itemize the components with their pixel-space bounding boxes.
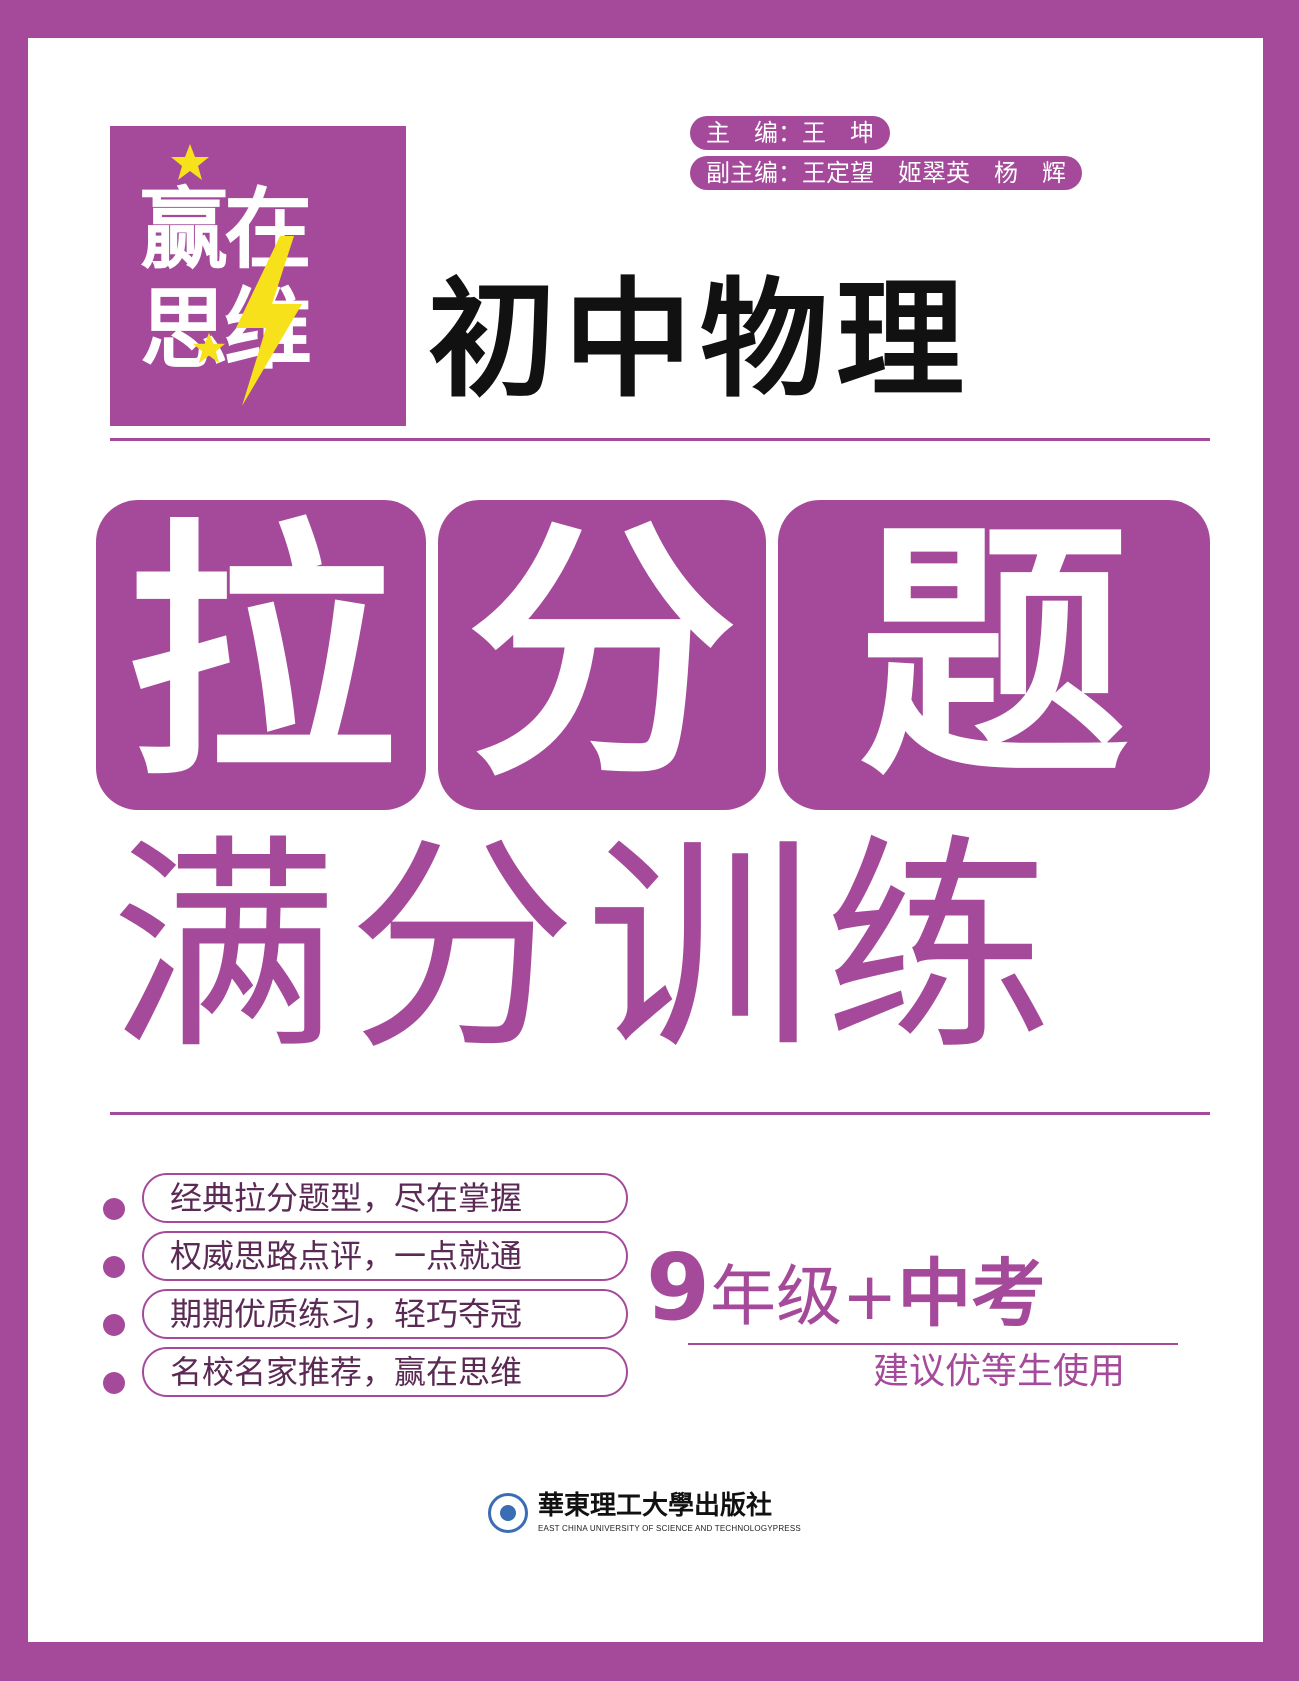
feature-item-2: 权威思路点评，一点就通: [142, 1231, 628, 1281]
bullet-dot: [103, 1314, 125, 1336]
title-char-box-1: 拉: [96, 500, 426, 810]
bullet-dot: [103, 1256, 125, 1278]
exam-label: 中考: [897, 1251, 1046, 1337]
grade-text: 年级+: [710, 1258, 898, 1335]
subtitle: 满分训练: [110, 815, 1062, 1081]
publisher-name: 華東理工大學出版社: [538, 1491, 773, 1521]
divider-top: [110, 438, 1210, 441]
title-char: 分: [467, 500, 737, 810]
title-char: 题: [859, 500, 1129, 810]
grade-divider: [688, 1343, 1178, 1345]
feature-item-4: 名校名家推荐，赢在思维: [142, 1347, 628, 1397]
bullet-dot: [103, 1198, 125, 1220]
chief-editor-label: 主 编：王 坤: [690, 116, 890, 150]
star-icon: [192, 332, 226, 364]
grade-number: 9: [646, 1234, 711, 1341]
grade-label: 9年级+中考: [646, 1242, 1046, 1359]
publisher-english-name: EAST CHINA UNIVERSITY OF SCIENCE AND TEC…: [538, 1524, 801, 1533]
university-seal-icon: [488, 1493, 528, 1533]
lightning-bolt-icon: [236, 236, 302, 406]
bullet-dot: [103, 1372, 125, 1394]
divider-bottom: [110, 1112, 1210, 1115]
recommendation-text: 建议优等生使用: [873, 1351, 1126, 1392]
title-char: 拉: [126, 500, 396, 810]
book-cover: 赢在 思维 主 编：王 坤 副主编：王定望 姬翠英 杨 辉 初中物理 拉 分 题…: [28, 38, 1263, 1642]
title-char-box-3: 题: [778, 500, 1210, 810]
deputy-editor-label: 副主编：王定望 姬翠英 杨 辉: [690, 156, 1082, 190]
feature-item-3: 期期优质练习，轻巧夺冠: [142, 1289, 628, 1339]
feature-item-1: 经典拉分题型，尽在掌握: [142, 1173, 628, 1223]
title-char-box-2: 分: [438, 500, 766, 810]
series-logo: 赢在 思维: [110, 126, 406, 426]
star-icon: [171, 144, 209, 180]
subject-title: 初中物理: [428, 265, 973, 415]
